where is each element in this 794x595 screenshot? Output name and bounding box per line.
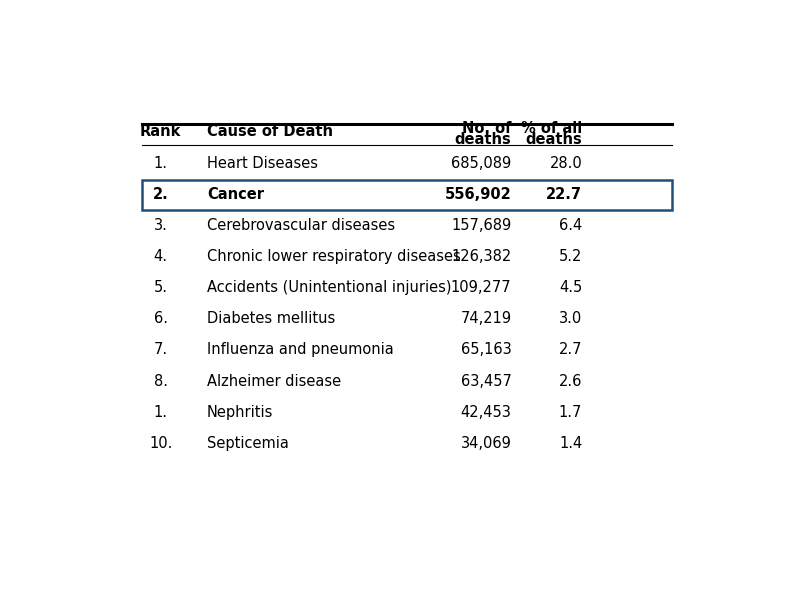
Text: Influenza and pneumonia: Influenza and pneumonia <box>207 343 394 358</box>
Text: 109,277: 109,277 <box>451 280 511 295</box>
Text: 34,069: 34,069 <box>461 436 511 451</box>
Text: deaths: deaths <box>455 132 511 147</box>
Text: Alzheimer disease: Alzheimer disease <box>207 374 341 389</box>
Text: 8.: 8. <box>154 374 168 389</box>
Text: Accidents (Unintentional injuries): Accidents (Unintentional injuries) <box>207 280 452 295</box>
Text: 685,089: 685,089 <box>451 155 511 171</box>
Text: 28.0: 28.0 <box>549 155 582 171</box>
Text: Cerebrovascular diseases: Cerebrovascular diseases <box>207 218 395 233</box>
Text: No. of: No. of <box>462 121 511 136</box>
Text: 5.2: 5.2 <box>559 249 582 264</box>
Text: 556,902: 556,902 <box>445 187 511 202</box>
Text: Cancer: Cancer <box>207 187 264 202</box>
Text: 157,689: 157,689 <box>451 218 511 233</box>
Text: Diabetes mellitus: Diabetes mellitus <box>207 311 335 326</box>
Text: 4.5: 4.5 <box>559 280 582 295</box>
Text: 2.7: 2.7 <box>559 343 582 358</box>
Text: Nephritis: Nephritis <box>207 405 273 419</box>
Text: 3.: 3. <box>154 218 168 233</box>
Text: Heart Diseases: Heart Diseases <box>207 155 318 171</box>
Text: 1.: 1. <box>154 155 168 171</box>
Text: 3.0: 3.0 <box>559 311 582 326</box>
Text: 7.: 7. <box>154 343 168 358</box>
Text: 65,163: 65,163 <box>461 343 511 358</box>
Text: 22.7: 22.7 <box>546 187 582 202</box>
Text: 2.: 2. <box>153 187 168 202</box>
Text: 42,453: 42,453 <box>461 405 511 419</box>
Text: Septicemia: Septicemia <box>207 436 289 451</box>
Text: Rank: Rank <box>140 124 182 139</box>
Text: 1.7: 1.7 <box>559 405 582 419</box>
Text: 2.6: 2.6 <box>559 374 582 389</box>
Text: 10.: 10. <box>149 436 172 451</box>
Text: deaths: deaths <box>526 132 582 147</box>
Text: 63,457: 63,457 <box>461 374 511 389</box>
Text: 74,219: 74,219 <box>461 311 511 326</box>
Text: 126,382: 126,382 <box>451 249 511 264</box>
Text: 6.4: 6.4 <box>559 218 582 233</box>
Text: Cause of Death: Cause of Death <box>207 124 333 139</box>
Text: 5.: 5. <box>154 280 168 295</box>
Text: Chronic lower respiratory diseases: Chronic lower respiratory diseases <box>207 249 461 264</box>
Text: % of all: % of all <box>521 121 582 136</box>
Text: 1.4: 1.4 <box>559 436 582 451</box>
Text: 1.: 1. <box>154 405 168 419</box>
Text: 4.: 4. <box>154 249 168 264</box>
Text: 6.: 6. <box>154 311 168 326</box>
